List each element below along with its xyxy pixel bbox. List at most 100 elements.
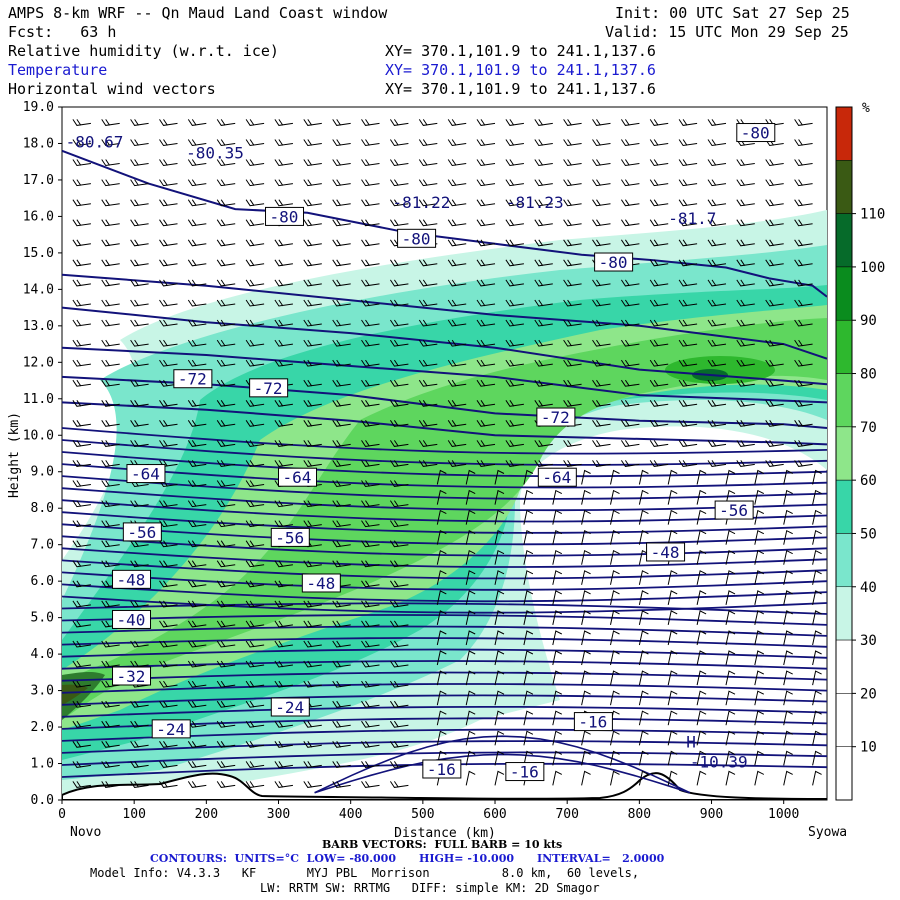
wind-barb [245,259,265,267]
isotherm-line [62,306,827,386]
wind-barb [783,670,793,686]
wind-barb [707,219,727,227]
wind-barb [436,650,447,666]
wind-barb [245,741,265,748]
isotherm-line [62,499,827,523]
wind-barb [783,469,793,485]
temperature-label: -72 [178,370,207,389]
wind-barb [303,379,322,387]
wind-barb [592,219,611,227]
temperature-label-box [112,609,152,629]
wind-barb [130,339,149,347]
wind-barb [159,319,178,327]
wind-barb [812,750,822,766]
wind-barb [361,119,380,126]
temperature-label: -64 [283,468,312,487]
wind-barb [274,420,293,427]
wind-barb [696,630,707,646]
wind-barb [159,580,178,588]
wind-barb [552,630,563,646]
wind-barb [72,781,91,788]
wind-barb [707,299,727,307]
temperature-label-layer: -80 -80 -80 -80 -72 -72 -72 -64 -64 -64 -56 -56 -56 -… [66,123,776,782]
wind-barb [303,720,322,728]
wind-barb [245,480,265,488]
x-tick-label: 700 [555,807,578,822]
wind-barb [389,520,409,528]
wind-barb [505,199,524,207]
wind-barb [72,660,91,668]
wind-barb [130,159,149,167]
y-tick-label: 11.0 [23,392,54,407]
wind-barb [812,650,822,666]
isotherm-line [62,740,827,754]
isotherm-line [62,637,827,648]
wind-barb [523,549,534,565]
wind-barb [505,259,524,267]
wind-barb [72,299,91,307]
isotherm-line [62,614,827,626]
wind-barb [725,590,736,606]
extremum-label: -10.39 [690,753,748,772]
wind-barb [581,529,591,545]
wind-barb [418,339,438,347]
wind-barb [436,730,447,746]
wind-barb [130,119,149,126]
wind-barb [552,529,563,545]
wind-barb [332,239,351,247]
extremum-label: -81.7 [668,209,716,228]
wind-barb [216,319,236,327]
colorbar-label: 50 [860,526,877,542]
wind-barb [620,299,640,307]
wind-barb [610,610,620,626]
wind-barb [332,219,351,227]
wind-barb [216,279,236,287]
wind-barb [332,400,351,407]
wind-barb [581,509,591,525]
wind-barb [620,159,640,167]
wind-barb [274,159,293,167]
wind-barb [765,299,784,307]
temperature-label-box [505,762,545,782]
wind-barb [389,500,409,508]
wind-barb [696,489,707,505]
wind-barb [725,610,736,626]
wind-barb [649,179,669,187]
temperature-label-box [122,522,162,542]
wind-barb [72,460,91,467]
wind-barb [638,690,649,706]
wind-barb [667,750,678,766]
wind-barb [794,420,813,427]
wind-barb [523,529,534,545]
wind-barb [476,199,496,207]
temperature-label-box [173,369,213,389]
wind-barb [245,440,265,447]
wind-barb [389,359,409,367]
wind-barb [303,440,322,447]
y-tick-label: 12.0 [23,355,54,370]
wind-barb [101,560,120,568]
wind-barb [592,299,611,307]
y-tick-label: 9.0 [31,465,54,480]
wind-barb [389,339,409,347]
wind-barb [216,299,236,307]
wind-barb [476,299,496,307]
y-tick-label: 5.0 [31,611,54,626]
wind-barb [563,199,582,207]
wind-barb [389,379,409,387]
wind-barb [245,319,265,327]
wind-barb [494,690,505,706]
wind-barb [187,339,207,347]
wind-barb [72,359,91,367]
y-tick-label: 4.0 [31,647,54,662]
wind-barb [418,420,438,427]
isotherm-line [62,583,827,603]
wind-barb [794,359,813,367]
wind-barb [794,400,813,407]
wind-barb [101,400,120,407]
wind-barb [476,379,496,387]
wind-barb [72,159,91,167]
wind-barb [592,139,611,147]
wind-barb [62,424,63,425]
wind-barb [794,279,813,287]
